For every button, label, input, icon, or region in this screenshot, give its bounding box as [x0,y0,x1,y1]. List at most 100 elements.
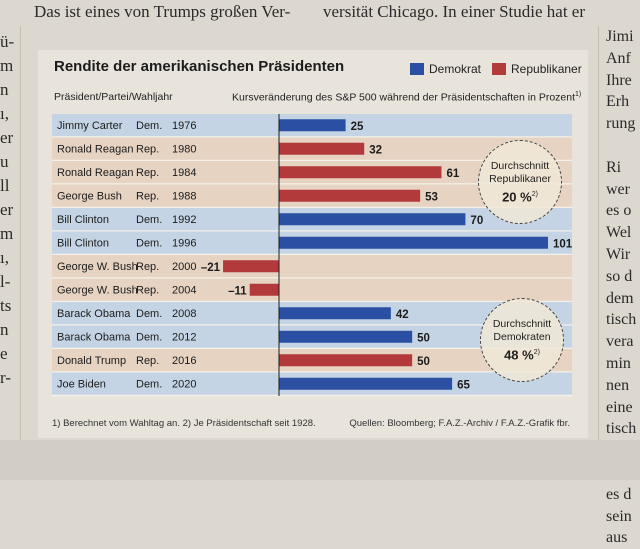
row-year: 2000 [172,261,196,273]
data-bar [249,283,279,296]
newspaper-right-line: Wir [606,245,631,263]
average-republican-value: 20 % [502,189,532,205]
row-party: Dem. [136,238,162,250]
column-header-left: Präsident/Partei/Wahljahr [54,91,173,103]
row-year: 2004 [172,285,196,297]
row-year: 1976 [172,120,196,132]
row-party: Dem. [136,120,162,132]
newspaper-text-top-left: Das ist eines von Trumps großen Ver- [34,2,291,21]
average-democrat-value-wrap: 48 %2) [504,346,540,362]
row-background [52,278,572,301]
newspaper-right-line: rung [606,115,636,133]
data-bar [279,213,466,226]
newspaper-left-line: r- [0,368,11,387]
data-label: 42 [396,309,409,321]
legend-swatch-republican [492,63,506,75]
data-label: –21 [201,262,221,274]
data-bar [279,377,453,390]
data-label: –11 [228,286,247,298]
newspaper-left-line: ı, [0,104,9,123]
row-party: Rep. [136,355,159,367]
newspaper-right-line: Anf [606,49,631,67]
newspaper-left-line: m [0,56,14,75]
newspaper-right-line: Wel [606,224,632,242]
newspaper-left-line: m [0,224,14,243]
legend-republican: Republikaner [492,62,582,76]
newspaper-bottom-strip [0,440,640,480]
column-header-note: 1) [575,91,582,98]
data-label: 61 [446,168,459,180]
data-label: 65 [457,380,470,392]
newspaper-right-line: Jimi [606,28,634,45]
newspaper-right-line: Ihre [606,71,632,89]
newspaper-right-line: Ri [606,158,622,176]
newspaper-left-line: n [0,320,9,339]
newspaper-left-line: ü- [0,32,15,51]
row-president-name: Ronald Reagan [57,144,133,156]
chart-footnote: 1) Berechnet vom Wahltag an. 2) Je Präsi… [52,418,316,429]
column-rule-right [598,26,599,466]
newspaper-right-line: sein [606,507,632,525]
newspaper-left-line: u [0,152,9,171]
chart-source: Quellen: Bloomberg; F.A.Z.-Archiv / F.A.… [349,418,570,429]
average-republican-badge: Durchschnitt Republikaner 20 %2) [478,140,562,224]
data-bar [279,189,421,202]
row-president-name: Barack Obama [57,308,131,320]
row-president-name: George W. Bush [57,285,138,297]
row-president-name: Jimmy Carter [57,120,123,132]
newspaper-right-line: so d [606,267,633,285]
row-background [52,255,572,278]
newspaper-right-line: eine [606,398,633,416]
data-label: 70 [470,215,483,227]
row-president-name: Barack Obama [57,332,131,344]
row-party: Dem. [136,214,162,226]
newspaper-left-line: l- [0,272,11,291]
row-year: 1980 [172,144,196,156]
data-bar [279,330,413,343]
row-party: Rep. [136,191,159,203]
chart-title: Rendite der amerikanischen Präsidenten [54,58,345,75]
data-bar [279,354,413,367]
row-party: Rep. [136,167,159,179]
average-democrat-badge: Durchschnitt Demokraten 48 %2) [480,298,564,382]
newspaper-right-line: Erh [606,93,630,111]
newspaper-left-line: ts [0,296,12,315]
row-party: Rep. [136,261,159,273]
data-label: 53 [425,192,438,204]
average-democrat-line2: Demokraten [493,331,551,344]
data-label: 101 [553,239,573,251]
data-bar [279,166,442,179]
row-year: 1984 [172,167,196,179]
newspaper-left-line: e [0,344,8,363]
row-president-name: Bill Clinton [57,214,109,226]
column-header-right: Kursveränderung des S&P 500 während der … [232,91,581,104]
average-republican-note: 2) [531,191,538,199]
data-bar [279,119,346,132]
row-year: 1988 [172,191,196,203]
data-bar [279,307,391,320]
newspaper-right-line: aus [606,529,628,547]
row-president-name: Joe Biden [57,379,106,391]
newspaper-text-top-right: versität Chicago. In einer Studie hat er [323,2,585,21]
data-bar [279,142,365,155]
newspaper-right-line: nen [606,376,630,394]
data-label: 32 [369,145,382,157]
row-president-name: Donald Trump [57,355,126,367]
data-bar [279,236,548,249]
average-republican-value-wrap: 20 %2) [502,188,538,205]
row-party: Dem. [136,379,162,391]
newspaper-left-line: er [0,200,14,219]
newspaper-right-line: min [606,354,631,372]
newspaper-left-line: n [0,80,9,99]
average-democrat-note: 2) [533,349,540,357]
newspaper-left-line: ı, [0,248,9,267]
row-party: Dem. [136,308,162,320]
newspaper-left-line: ll [0,176,10,195]
row-year: 2020 [172,379,196,391]
newspaper-left-column: ü-m n ı, er u ll er m ı, l-ts n e r- [0,30,15,390]
row-year: 2016 [172,355,196,367]
row-president-name: Bill Clinton [57,238,109,250]
row-party: Dem. [136,332,162,344]
legend-label-republican: Republikaner [511,62,582,76]
